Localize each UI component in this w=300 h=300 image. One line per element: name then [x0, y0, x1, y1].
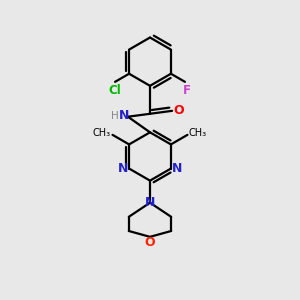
Text: O: O: [145, 236, 155, 249]
Text: F: F: [182, 84, 190, 97]
Text: H: H: [111, 110, 119, 121]
Text: O: O: [173, 104, 184, 117]
Text: N: N: [119, 109, 130, 122]
Text: N: N: [117, 162, 128, 175]
Text: CH₃: CH₃: [93, 128, 111, 138]
Text: CH₃: CH₃: [189, 128, 207, 138]
Text: N: N: [145, 196, 155, 209]
Text: Cl: Cl: [108, 84, 121, 97]
Text: N: N: [172, 162, 183, 175]
